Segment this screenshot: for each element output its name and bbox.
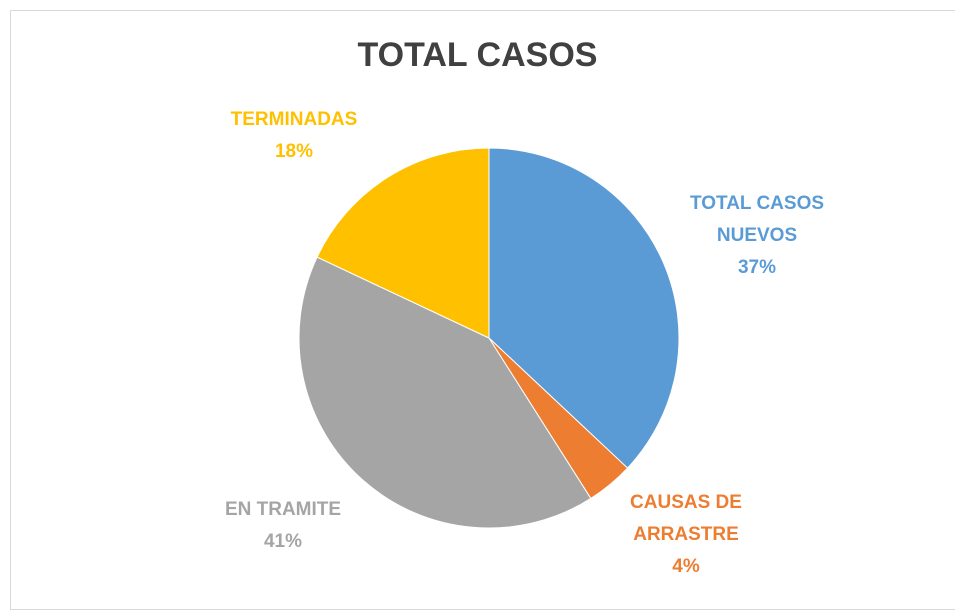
value-label: 18% [274,141,314,162]
value-label: 4% [672,556,700,577]
data-label: TOTAL CASOS NUEVOS 37% [670,188,845,284]
category-label: CAUSAS DE ARRASTRE [630,492,742,545]
category-label: TERMINADAS [230,109,358,130]
pie-slice [298,256,592,529]
value-label: 37% [737,257,777,278]
page: {"chart_data": {"type": "pie", "title": … [10,10,955,610]
data-label: EN TRAMITE 41% [183,494,383,558]
value-label: 41% [263,531,303,552]
data-label: TERMINADAS 18% [194,104,394,168]
pie-slice [488,147,680,469]
category-label: TOTAL CASOS NUEVOS [689,193,825,246]
pie-slice [316,147,490,339]
data-label: CAUSAS DE ARRASTRE 4% [616,487,756,583]
category-label: EN TRAMITE [224,499,342,520]
chart [298,147,680,529]
chart-title: TOTAL CASOS [357,36,598,74]
